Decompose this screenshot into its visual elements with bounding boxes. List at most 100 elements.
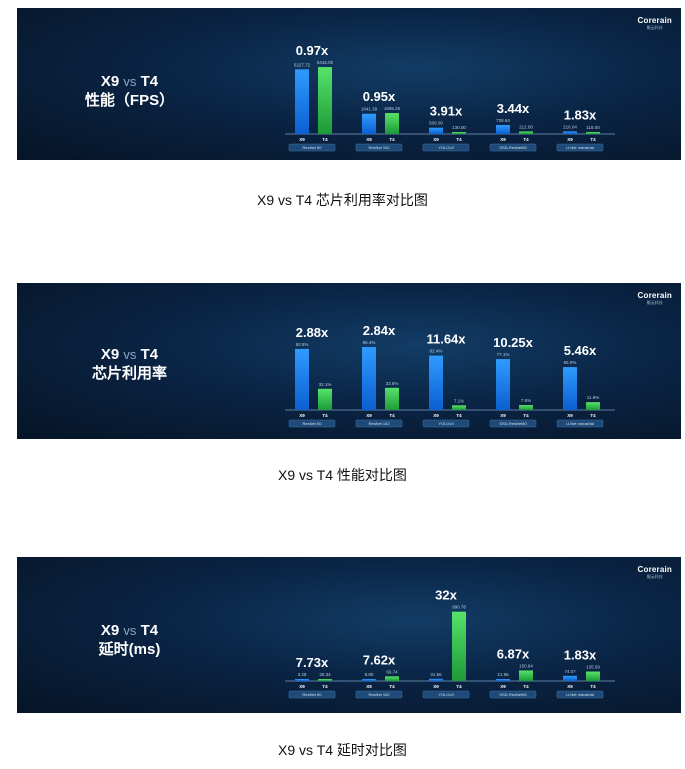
category-pill (422, 143, 470, 152)
panel-title: X9 vs T4 芯片利用率 (17, 345, 242, 383)
bar-t4 (452, 132, 466, 134)
ratio-label: 7.73x (296, 655, 329, 670)
bar-label: X9 (299, 137, 305, 142)
bar-x9 (362, 679, 376, 681)
value-label: 74.07 (564, 669, 576, 674)
bar-t4 (452, 611, 466, 681)
value-label: 130.00 (452, 125, 466, 130)
ratio-label: 1.83x (564, 107, 597, 122)
bar-label: T4 (523, 413, 529, 418)
value-label: 95.4% (363, 340, 376, 345)
logo-subtext: 鲲云科技 (646, 25, 663, 30)
bar-x9 (496, 359, 510, 410)
value-label: 150.94 (519, 663, 533, 668)
bar-label: X9 (299, 413, 305, 418)
category-label: SSD-ResNet50 (499, 145, 527, 150)
chart-svg: 92.5% X9 32.1% T4 2.88x ResNet 50 95.4% X9 33.6%… (285, 323, 615, 428)
value-label: 1641.39 (361, 107, 378, 112)
bar-label: X9 (567, 684, 573, 689)
bar-x9 (563, 675, 577, 681)
category-label: ResNet 50 (303, 145, 323, 150)
bar-x9 (429, 678, 443, 681)
bar-t4 (318, 388, 332, 410)
title-vs: vs (123, 74, 137, 89)
value-label: 82.4% (430, 349, 443, 354)
category-pill (489, 419, 537, 428)
bar-label: T4 (322, 684, 328, 689)
category-pill (422, 690, 470, 699)
value-label: 8.80 (365, 672, 374, 677)
bar-t4 (519, 670, 533, 681)
bar-x9 (362, 113, 376, 134)
bar-t4 (519, 131, 533, 134)
caption-2: X9 vs T4 性能对比图 (278, 467, 407, 483)
bar-x9 (295, 69, 309, 134)
category-label: ResNet 152 (368, 421, 390, 426)
category-pill (288, 690, 336, 699)
bar-label: X9 (366, 684, 372, 689)
bar-label: X9 (500, 413, 506, 418)
value-label: 212.00 (519, 124, 533, 129)
bar-label: T4 (389, 137, 395, 142)
category-label: SSD-ResNet50 (499, 421, 527, 426)
corerain-logo: Corerain 鲲云科技 (638, 16, 673, 31)
title-t4: T4 (140, 346, 159, 363)
category-label: YOLOv3 (438, 421, 454, 426)
ratio-label: 3.44x (497, 101, 530, 116)
title-x9: X9 (100, 346, 120, 363)
category-label: ResNet 152 (368, 145, 390, 150)
bar-label: T4 (523, 684, 529, 689)
bar-x9 (429, 127, 443, 134)
category-label: YOLOv3 (438, 145, 454, 150)
bar-label: T4 (322, 413, 328, 418)
ratio-label: 0.95x (363, 89, 396, 104)
value-label: 32.1% (319, 382, 332, 387)
bar-label: X9 (500, 684, 506, 689)
panel-title: X9 vs T4 延时(ms) (17, 621, 242, 659)
bar-t4 (452, 405, 466, 410)
category-label: ResNet 50 (303, 692, 323, 697)
bar-x9 (295, 679, 309, 681)
panel-title: X9 vs T4 性能（FPS） (17, 72, 242, 110)
value-label: 118.00 (586, 125, 600, 130)
bar-t4 (385, 676, 399, 681)
bar-label: X9 (433, 413, 439, 418)
bar-x9 (496, 124, 510, 134)
category-label: U-Net Industrial (566, 421, 594, 426)
chart-panel-fps: 5227.72 X9 5415.00 T4 0.97x ResNet 50 1641.39 X… (17, 8, 681, 160)
bar-label: T4 (456, 413, 462, 418)
value-label: 92.5% (296, 342, 309, 347)
category-pill (355, 143, 403, 152)
title-vs: vs (123, 623, 137, 638)
ratio-label: 6.87x (497, 646, 530, 661)
bar-label: T4 (590, 413, 596, 418)
bar-t4 (385, 113, 399, 134)
bar-label: T4 (456, 684, 462, 689)
bar-label: T4 (590, 684, 596, 689)
chart-panel-utilization: 92.5% X9 32.1% T4 2.88x ResNet 50 95.4% X9 33.6%… (17, 283, 681, 439)
ratio-label: 7.62x (363, 652, 396, 667)
value-label: 3.28 (298, 672, 307, 677)
bar-t4 (586, 671, 600, 681)
category-label: SSD-ResNet50 (499, 692, 527, 697)
ratio-label: 3.91x (430, 104, 463, 119)
value-label: 77.1% (497, 352, 510, 357)
value-label: 135.59 (586, 665, 600, 670)
bar-label: X9 (567, 137, 573, 142)
logo-subtext: 鲲云科技 (646, 300, 663, 305)
category-label: U-Net Industrial (566, 692, 594, 697)
bar-x9 (563, 367, 577, 410)
title-vs: vs (123, 347, 137, 362)
bar-x9 (295, 348, 309, 410)
value-label: 7.5% (521, 398, 531, 403)
logo-subtext: 鲲云科技 (646, 574, 663, 579)
category-pill (556, 690, 604, 699)
category-label: U-Net Industrial (566, 145, 594, 150)
bar-label: T4 (389, 684, 395, 689)
value-label: 21.96 (497, 672, 509, 677)
ratio-label: 2.84x (363, 323, 396, 338)
category-pill (489, 690, 537, 699)
caption-1: X9 vs T4 芯片利用率对比图 (257, 192, 428, 208)
category-pill (422, 419, 470, 428)
ratio-label: 32x (435, 588, 457, 603)
